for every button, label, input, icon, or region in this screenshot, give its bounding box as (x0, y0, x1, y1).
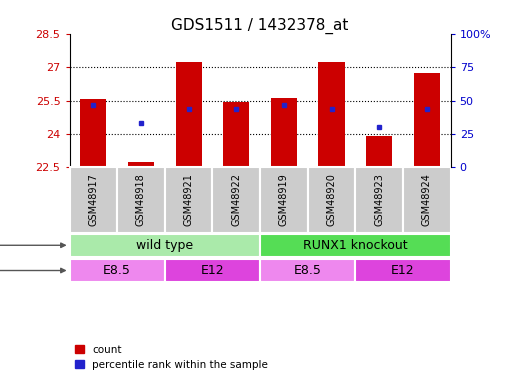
Bar (366, 136, 392, 167)
Bar (212, 167, 260, 232)
Legend: count, percentile rank within the sample: count, percentile rank within the sample (75, 345, 268, 370)
Text: GSM48923: GSM48923 (374, 174, 384, 226)
Text: E12: E12 (391, 264, 415, 277)
Bar (260, 234, 451, 256)
Bar (271, 98, 297, 167)
Text: GSM48919: GSM48919 (279, 174, 289, 226)
Text: development stage: development stage (0, 266, 65, 276)
Bar (80, 99, 107, 167)
Bar (318, 62, 345, 167)
Bar (70, 167, 117, 232)
Bar (128, 162, 154, 167)
Text: GSM48917: GSM48917 (89, 174, 98, 226)
Text: wild type: wild type (136, 239, 193, 252)
Bar (70, 234, 260, 256)
Bar (165, 167, 212, 232)
Bar (70, 259, 165, 282)
Bar (355, 167, 403, 232)
Text: GSM48920: GSM48920 (327, 174, 336, 226)
Bar (223, 102, 249, 167)
Bar (307, 167, 355, 232)
Bar (176, 62, 202, 167)
Bar (355, 259, 451, 282)
Bar (403, 167, 451, 232)
Text: GSM48918: GSM48918 (136, 174, 146, 226)
Bar (260, 167, 308, 232)
Text: GSM48921: GSM48921 (184, 174, 194, 226)
Text: genotype/variation: genotype/variation (0, 240, 65, 250)
Text: GSM48924: GSM48924 (422, 174, 432, 226)
Text: E8.5: E8.5 (294, 264, 322, 277)
Text: E12: E12 (201, 264, 224, 277)
Bar (414, 74, 440, 167)
Title: GDS1511 / 1432378_at: GDS1511 / 1432378_at (171, 18, 349, 34)
Bar (165, 259, 260, 282)
Text: RUNX1 knockout: RUNX1 knockout (303, 239, 408, 252)
Text: E8.5: E8.5 (103, 264, 131, 277)
Text: GSM48922: GSM48922 (231, 174, 241, 226)
Bar (117, 167, 165, 232)
Bar (260, 259, 355, 282)
